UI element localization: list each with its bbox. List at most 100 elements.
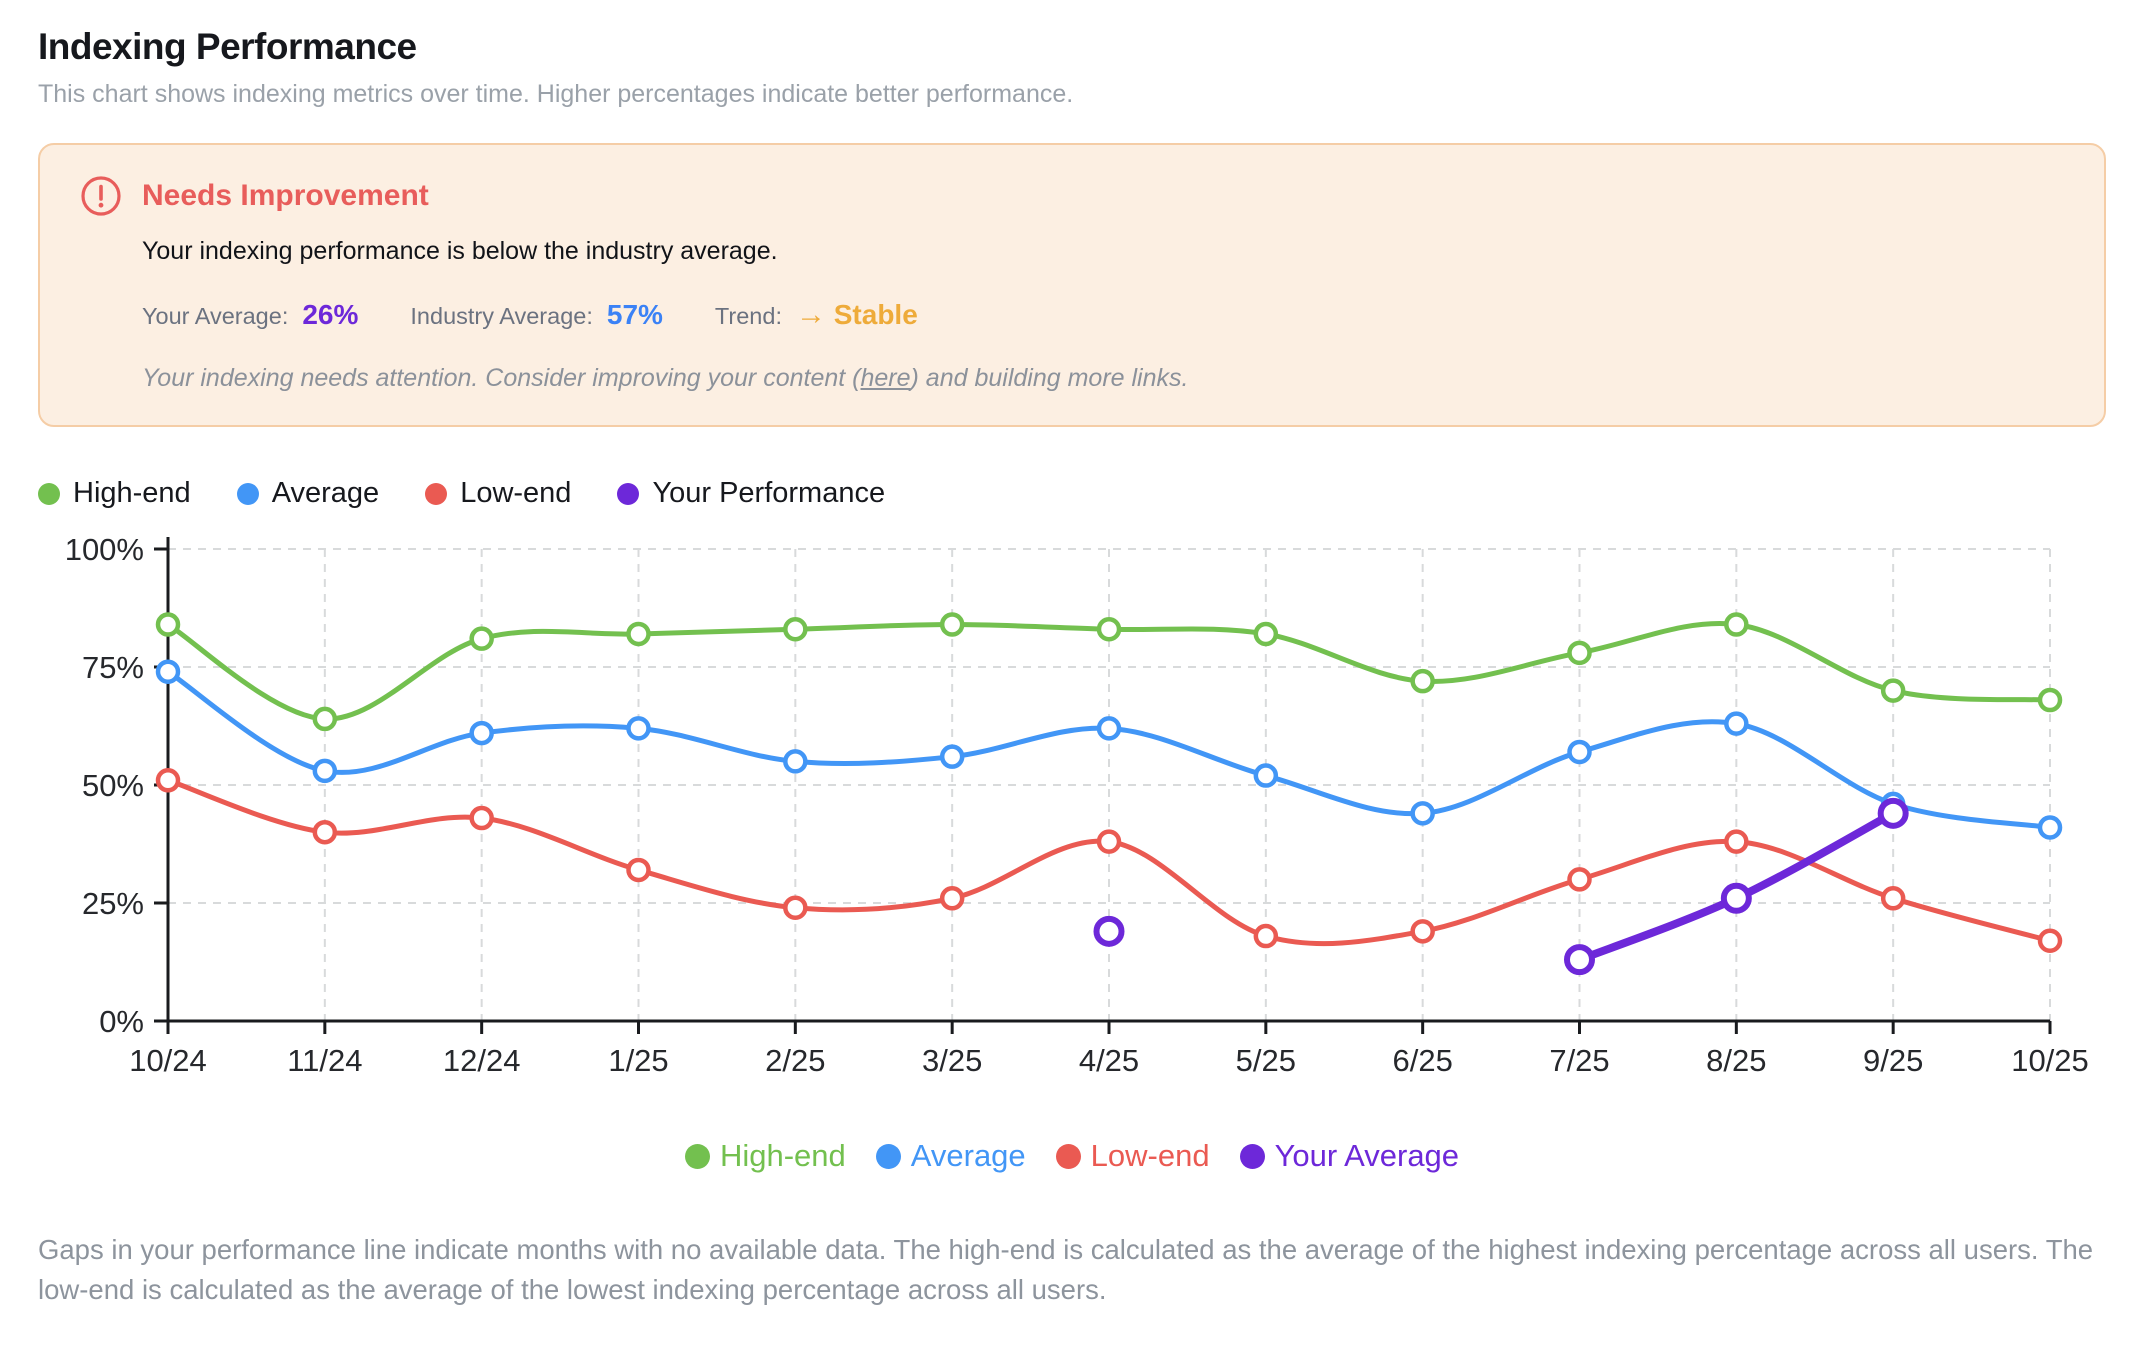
svg-text:10/24: 10/24 [129, 1043, 207, 1078]
legend-dot-icon [684, 1143, 710, 1169]
data-point-marker[interactable] [1564, 944, 1595, 976]
data-point-marker[interactable] [939, 744, 965, 769]
legend-dot-icon [1239, 1143, 1265, 1169]
data-point-marker[interactable] [2037, 687, 2063, 713]
data-point-marker[interactable] [1567, 640, 1592, 666]
stat-trend-value: → Stable [796, 298, 918, 332]
data-point-marker[interactable] [1096, 716, 1122, 741]
svg-text:10/25: 10/25 [2011, 1043, 2089, 1078]
data-point-marker[interactable] [1410, 801, 1435, 826]
data-point-marker[interactable] [1253, 621, 1279, 647]
alert-title: Needs Improvement [142, 179, 429, 212]
stat-your-average-value: 26% [302, 299, 359, 330]
svg-text:9/25: 9/25 [1863, 1043, 1923, 1078]
data-point-marker[interactable] [626, 857, 651, 883]
data-point-marker[interactable] [1093, 915, 1125, 947]
data-point-marker[interactable] [1567, 739, 1592, 765]
svg-text:75%: 75% [82, 650, 144, 685]
series-low-end [155, 768, 2063, 954]
here-link[interactable]: here [860, 364, 911, 392]
legend-item-high-end[interactable]: High-end [684, 1138, 846, 1174]
svg-text:11/24: 11/24 [287, 1043, 362, 1078]
data-point-marker[interactable] [1253, 923, 1279, 949]
data-point-marker[interactable] [155, 612, 181, 637]
svg-text:25%: 25% [82, 886, 144, 921]
svg-text:0%: 0% [99, 1004, 144, 1039]
trend-text: Stable [833, 299, 918, 330]
data-point-marker[interactable] [783, 616, 808, 642]
data-point-marker[interactable] [1096, 616, 1122, 642]
legend-dot-icon [425, 482, 448, 505]
svg-text:7/25: 7/25 [1549, 1043, 1609, 1078]
svg-text:6/25: 6/25 [1392, 1043, 1452, 1078]
legend-item-your-performance[interactable]: Your Performance [617, 477, 885, 510]
data-point-marker[interactable] [2037, 928, 2063, 954]
data-point-marker[interactable] [1724, 711, 1749, 736]
data-point-marker[interactable] [626, 716, 651, 741]
chart-legend-top: High-end Average Low-end Your Performance [38, 477, 2106, 510]
trend-arrow-icon: → [795, 298, 826, 331]
legend-label: High-end [719, 1138, 846, 1173]
stat-industry-average: Industry Average: 57% [410, 299, 663, 331]
data-point-marker[interactable] [312, 819, 338, 845]
svg-text:5/25: 5/25 [1236, 1043, 1296, 1078]
data-point-marker[interactable] [469, 805, 494, 831]
data-point-marker[interactable] [939, 886, 965, 911]
data-point-marker[interactable] [1880, 886, 1906, 911]
stat-trend: Trend: → Stable [715, 298, 918, 332]
performance-chart: 0% 25% 50% 75% 100% 10/24 11/24 12/24 1/25 2/25 3/… [65, 532, 2089, 1078]
legend-dot-icon [38, 482, 60, 505]
legend-label: Low-end [1090, 1138, 1210, 1173]
data-point-marker[interactable] [469, 720, 494, 746]
legend-dot-icon [875, 1143, 901, 1169]
data-point-marker[interactable] [783, 895, 808, 920]
svg-text:12/24: 12/24 [443, 1043, 521, 1078]
data-point-marker[interactable] [1096, 829, 1122, 854]
data-point-marker[interactable] [155, 659, 181, 684]
data-point-marker[interactable] [1410, 919, 1435, 944]
legend-item-low-end[interactable]: Low-end [425, 477, 571, 510]
legend-item-high-end[interactable]: High-end [38, 477, 191, 510]
series-high-end [155, 612, 2063, 732]
x-axis-labels: 10/24 11/24 12/24 1/25 2/25 3/25 4/25 5/25 6/25 7… [129, 1043, 2089, 1078]
data-point-marker[interactable] [626, 621, 651, 647]
legend-item-your-average[interactable]: Your Average [1239, 1138, 1459, 1174]
data-point-marker[interactable] [1724, 612, 1749, 637]
legend-dot-icon [236, 482, 259, 505]
data-point-marker[interactable] [1410, 668, 1435, 694]
svg-text:4/25: 4/25 [1079, 1043, 1139, 1078]
legend-item-average[interactable]: Average [875, 1138, 1026, 1174]
alert-note-text-end: ) and building more links. [910, 364, 1189, 392]
svg-text:50%: 50% [82, 768, 144, 803]
data-point-marker[interactable] [2037, 815, 2063, 840]
footer-note: Gaps in your performance line indicate m… [38, 1234, 2094, 1305]
legend-item-average[interactable]: Average [236, 477, 379, 510]
data-point-marker[interactable] [312, 758, 338, 784]
data-point-marker[interactable] [1877, 797, 1909, 829]
legend-label: Average [910, 1138, 1026, 1173]
data-point-marker[interactable] [1720, 882, 1752, 914]
data-point-marker[interactable] [939, 612, 965, 637]
alert-stats: Your Average: 26% Industry Average: 57% … [142, 298, 2064, 332]
alert-message: Your indexing performance is below the i… [142, 237, 778, 265]
legend-label: Low-end [460, 477, 572, 509]
data-point-marker[interactable] [1567, 867, 1592, 892]
y-axis-labels: 0% 25% 50% 75% 100% [65, 532, 144, 1039]
stat-your-average: Your Average: 26% [142, 299, 358, 331]
legend-item-low-end[interactable]: Low-end [1055, 1138, 1210, 1174]
data-point-marker[interactable] [1253, 763, 1279, 788]
data-point-marker[interactable] [155, 768, 181, 793]
svg-text:100%: 100% [65, 532, 144, 567]
data-point-marker[interactable] [783, 749, 808, 774]
stat-your-average-label: Your Average: [142, 303, 289, 329]
legend-label: Your Performance [652, 477, 886, 509]
warning-icon [81, 176, 121, 216]
stat-trend-label: Trend: [714, 303, 782, 329]
data-point-marker[interactable] [1880, 678, 1906, 703]
data-point-marker[interactable] [469, 626, 494, 651]
data-point-marker[interactable] [312, 706, 338, 732]
legend-dot-icon [1055, 1143, 1081, 1169]
data-point-marker[interactable] [1724, 829, 1749, 854]
svg-text:8/25: 8/25 [1706, 1043, 1766, 1078]
chart-legend-bottom: High-end Average Low-end Your Average [38, 1138, 2106, 1174]
